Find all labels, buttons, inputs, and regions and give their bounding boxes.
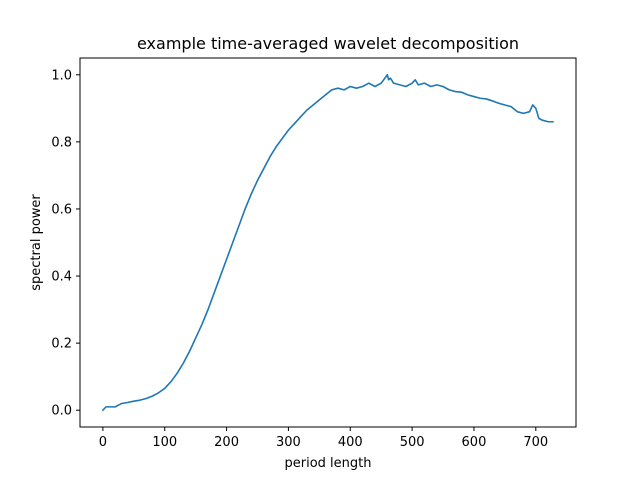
x-tick-label: 300 bbox=[276, 435, 301, 450]
x-tick-label: 700 bbox=[523, 435, 548, 450]
y-axis: 0.0 0.2 0.4 0.6 0.8 1.0 bbox=[51, 68, 80, 419]
series-line bbox=[102, 73, 554, 412]
x-tick-label: 100 bbox=[152, 435, 177, 450]
x-axis-label: period length bbox=[285, 456, 372, 471]
x-tick-label: 0 bbox=[99, 435, 107, 450]
x-axis: 0 100 200 300 400 500 600 700 bbox=[99, 427, 548, 450]
y-tick-label: 0.2 bbox=[51, 337, 72, 352]
x-tick-label: 600 bbox=[462, 435, 487, 450]
x-tick-label: 200 bbox=[214, 435, 239, 450]
plot-area bbox=[79, 57, 577, 428]
axes-frame bbox=[79, 57, 577, 428]
chart-title: example time-averaged wavelet decomposit… bbox=[137, 34, 519, 53]
y-tick-label: 0.6 bbox=[51, 202, 72, 217]
y-tick-label: 1.0 bbox=[51, 68, 72, 83]
y-tick-label: 0.8 bbox=[51, 135, 72, 150]
x-tick-label: 400 bbox=[338, 435, 363, 450]
x-tick-label: 500 bbox=[400, 435, 425, 450]
y-tick-label: 0.0 bbox=[51, 404, 72, 419]
y-axis-label: spectral power bbox=[29, 194, 44, 291]
y-tick-label: 0.4 bbox=[51, 270, 72, 285]
